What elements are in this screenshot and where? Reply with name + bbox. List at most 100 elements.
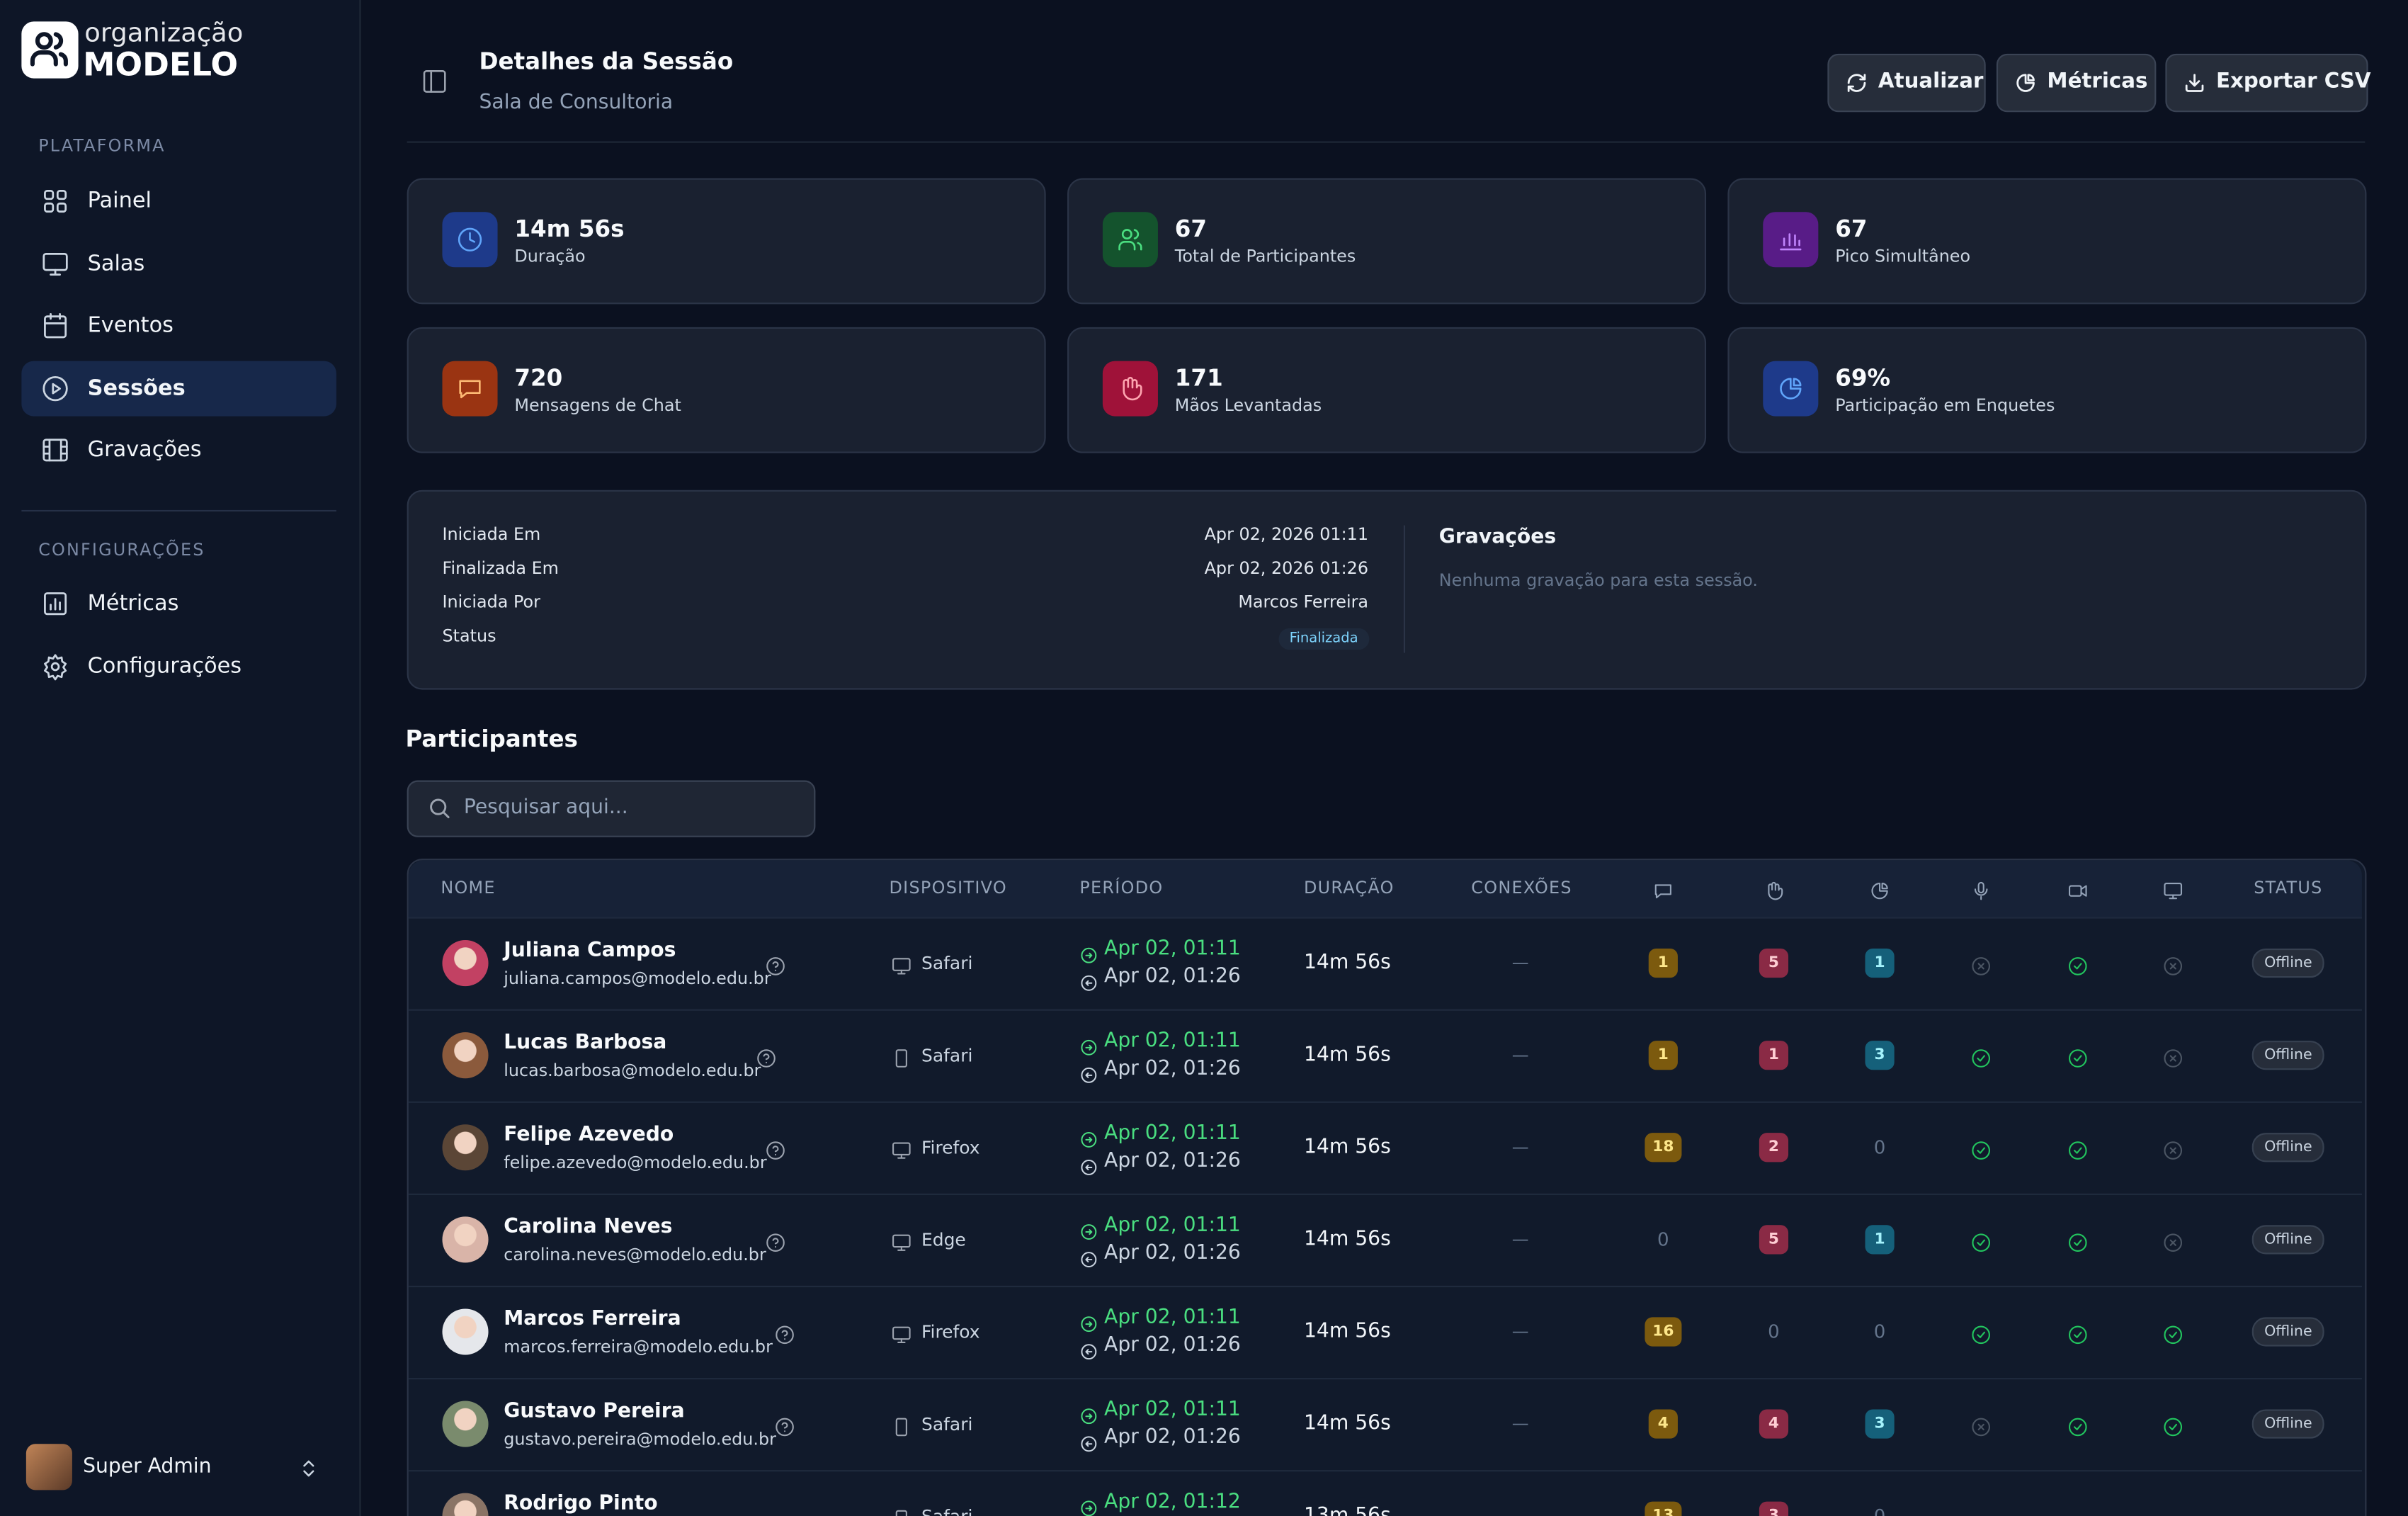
period-start: Apr 02, 01:11 [1104, 1121, 1241, 1146]
icon-xc [2163, 953, 2183, 975]
icon-xc [1971, 953, 1991, 975]
icon-part [2016, 74, 2035, 92]
stat-value: 171 [1174, 363, 1223, 392]
column-header: PERÍODO [1079, 878, 1164, 898]
icon-part [1085, 1441, 1093, 1447]
icon-part [2185, 74, 2204, 92]
period-start: Apr 02, 01:12 [1104, 1490, 1241, 1514]
icon-part [2164, 1325, 2183, 1345]
status-badge: Offline [2251, 1225, 2325, 1255]
icon-arrowR [1080, 1494, 1097, 1516]
count-badge: 4 [1648, 1409, 1678, 1439]
icon-mic [1971, 878, 1991, 900]
icon-part [2069, 1141, 2087, 1160]
icon-part [1081, 1131, 1097, 1148]
nav-item[interactable]: Sessões [87, 375, 186, 400]
count-zero: 0 [1873, 1320, 1886, 1343]
period-end: Apr 02, 01:26 [1104, 1057, 1241, 1081]
icon-part [767, 1141, 785, 1160]
icon-part [42, 439, 68, 462]
search-box[interactable] [407, 780, 816, 837]
nav-item[interactable]: Painel [87, 188, 152, 214]
button[interactable] [1827, 53, 1986, 113]
icon-part [30, 32, 68, 67]
nav-item[interactable]: Métricas [87, 591, 179, 616]
stat-label: Mensagens de Chat [514, 395, 681, 416]
icon-part [892, 1326, 911, 1340]
button[interactable] [1996, 53, 2157, 113]
nav-item[interactable]: Configurações [87, 653, 242, 679]
icon-part [2164, 957, 2183, 975]
icon-part [1972, 1325, 1990, 1345]
user-name[interactable]: Super Admin [83, 1455, 212, 1479]
participant-name: Juliana Campos [504, 939, 676, 963]
icon-part [2185, 74, 2204, 92]
icon-part [42, 375, 68, 401]
info-label: Iniciada Em [442, 524, 541, 545]
icon-part [1847, 74, 1866, 92]
icon-monitor [2163, 878, 2183, 900]
status-badge: Offline [2251, 1409, 2325, 1439]
icon-part [1085, 1349, 1093, 1355]
icon-help [766, 1230, 786, 1252]
icon-pie [1870, 878, 1890, 900]
nav-item[interactable]: Gravações [87, 437, 202, 463]
button-label: Métricas [2047, 69, 2148, 94]
icon-arrowR [1080, 1125, 1097, 1148]
avatar [442, 1216, 489, 1263]
icon-refresh [1846, 71, 1867, 92]
icon-part [44, 190, 67, 213]
icon-part [2164, 1141, 2183, 1160]
status-badge: Offline [2251, 1133, 2325, 1163]
button-label: Exportar CSV [2215, 69, 2371, 94]
nav-item[interactable]: Salas [87, 251, 145, 276]
icon-part [35, 32, 53, 50]
icon-part [895, 1418, 907, 1437]
stat-card card [1067, 327, 1707, 453]
stat-card card [1727, 178, 2367, 305]
icon-part [1972, 1049, 1990, 1068]
stat-icon-bg [442, 361, 498, 417]
icon-part [1085, 1072, 1093, 1078]
icon-part [1085, 1229, 1093, 1235]
nav-active[interactable] [21, 360, 336, 416]
icon-part [1972, 1233, 1990, 1252]
icon-part [2069, 1233, 2087, 1252]
icon-part [2074, 1331, 2082, 1338]
stat-card card [1727, 327, 2367, 453]
count-badge: 5 [1759, 1225, 1789, 1255]
icon-part [44, 653, 67, 680]
nav-item[interactable]: Eventos [87, 313, 174, 339]
icon-part [2164, 1418, 2183, 1437]
icon-part [459, 380, 481, 399]
icon-part [2069, 885, 2082, 897]
stat-card card [407, 327, 1046, 453]
count-badge: 5 [1759, 948, 1789, 978]
icon-part [892, 1142, 911, 1156]
participant-email: juliana.campos@modelo.edu.br [504, 968, 771, 989]
icon-arrowL [1080, 1337, 1097, 1360]
stat-icon-bg [1102, 212, 1158, 268]
column-header: STATUS [2254, 878, 2323, 898]
icon-arrowR [1080, 1217, 1097, 1240]
duration: 14m 56s [1303, 1136, 1391, 1160]
icon-part [1654, 884, 1671, 899]
icon-part [303, 1460, 314, 1477]
icon-part [2164, 1233, 2183, 1252]
icon-part [1881, 883, 1888, 890]
icon-check [1971, 1138, 1991, 1160]
icon-part [1972, 957, 1990, 975]
icon-help [757, 1046, 777, 1068]
device: Firefox [921, 1136, 980, 1158]
button[interactable] [2165, 53, 2368, 113]
icon-part [42, 375, 68, 401]
icon-check [2068, 1414, 2088, 1437]
icon-pie [2015, 71, 2036, 92]
icon-part [897, 1153, 906, 1159]
icon-part [1085, 1257, 1093, 1263]
icon-part [44, 313, 67, 324]
duration: 14m 56s [1303, 951, 1391, 975]
icon-part [2016, 74, 2035, 92]
avatar [442, 1032, 489, 1079]
stat-icon-bg [1763, 212, 1819, 268]
